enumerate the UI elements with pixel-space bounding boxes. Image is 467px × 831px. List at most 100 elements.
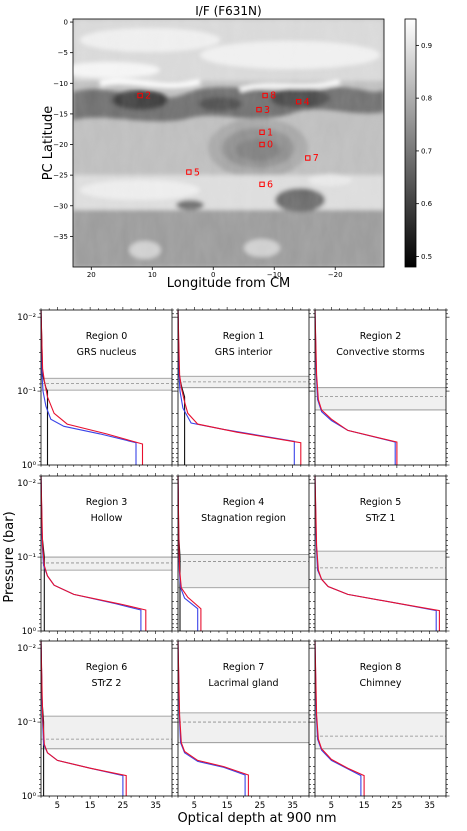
red-profile (177, 640, 249, 796)
region-marker (186, 169, 192, 175)
y-tick-label: 10⁻¹ (17, 387, 36, 397)
cloud-band (315, 551, 446, 580)
region-marker-label: 3 (264, 105, 270, 116)
image-y-label: PC Latitude (41, 106, 56, 181)
red-profile (40, 475, 147, 631)
region-marker-label: 4 (304, 97, 310, 108)
y-tick-label: 10⁰ (22, 627, 37, 637)
region-title: Region 7 (223, 662, 265, 673)
colorbar-tick-label: 0.6 (421, 200, 433, 208)
y-tick-label: 10⁻² (17, 479, 36, 489)
x-tick-label: 5 (192, 801, 197, 811)
x-tick-label: 35 (150, 801, 161, 811)
profile-panels: Region 0 GRS nucleus 10⁰ 10⁻¹ 10⁻² Region 1 GR… (17, 307, 450, 811)
y-tick-label: 10⁻¹ (17, 553, 36, 563)
image-x-tick-label: 0 (211, 271, 215, 279)
region-name: Lacrimal gland (208, 678, 278, 689)
region-marker-label: 5 (194, 167, 200, 178)
region-marker (259, 181, 265, 188)
colorbar-tick-label: 0.5 (421, 253, 432, 261)
image-title: I/F (F631N) (195, 4, 261, 18)
cloud-band (178, 554, 309, 588)
colorbar-ticks: 0.5 0.6 0.7 0.8 0.9 (416, 42, 433, 261)
image-x-tick-label: −20 (328, 271, 343, 279)
region-marker (305, 155, 311, 161)
profiles-y-label: Pressure (bar) (2, 511, 17, 602)
profile-panel: Region 6 STrZ 2 5 15 25 35 10⁰ 10⁻¹ 10⁻² (17, 638, 176, 811)
region-title: Region 3 (86, 497, 128, 508)
cloud-band (41, 378, 172, 391)
panel-background (41, 476, 172, 631)
y-tick-label: 10⁰ (22, 792, 37, 802)
image-y-ticks: 0 −5 −10 −15 −20 −25 −30 −35 (53, 19, 73, 241)
cloud-band (315, 712, 446, 749)
region-marker (259, 141, 265, 148)
y-tick-label: 10⁰ (22, 461, 37, 471)
x-tick-label: 5 (329, 801, 334, 811)
image-y-tick-label: −5 (58, 49, 68, 57)
colorbar-tick-label: 0.9 (421, 42, 432, 50)
image-y-tick-label: −25 (53, 172, 68, 180)
x-tick-label: 25 (254, 801, 265, 811)
colorbar-tick-label: 0.7 (421, 147, 432, 155)
x-tick-label: 5 (55, 801, 60, 811)
cloud-band (41, 557, 172, 571)
red-profile (177, 475, 202, 631)
x-tick-label: 35 (424, 801, 435, 811)
image-x-tick-label: 10 (148, 271, 157, 279)
image-y-tick-label: −10 (53, 80, 68, 88)
jupiter-image (73, 19, 384, 267)
region-marker-label: 6 (267, 180, 273, 191)
image-y-tick-label: 0 (64, 19, 68, 27)
image-x-tick-label: 20 (87, 271, 96, 279)
region-name: Stagnation region (201, 513, 286, 524)
region-marker (262, 92, 268, 99)
region-markers: 0 1 2 3 4 5 6 7 8 (137, 91, 319, 191)
profile-panel: Region 8 Chimney 5 15 25 35 (311, 638, 450, 811)
image-panel: I/F (F631N) (41, 4, 433, 291)
red-profile (40, 640, 127, 796)
region-name: Chimney (359, 678, 401, 689)
region-title: Region 5 (360, 497, 402, 508)
profile-panel: Region 0 GRS nucleus 10⁰ 10⁻¹ 10⁻² (17, 307, 176, 471)
x-tick-label: 15 (359, 801, 370, 811)
region-name: GRS interior (215, 347, 273, 358)
region-marker-label: 0 (267, 140, 273, 151)
image-y-tick-label: −20 (53, 141, 68, 149)
region-title: Region 6 (86, 662, 128, 673)
image-x-tick-label: −10 (267, 271, 282, 279)
image-y-tick-label: −15 (53, 110, 68, 118)
region-marker-label: 7 (313, 153, 319, 164)
region-marker (137, 92, 143, 99)
profile-panel: Region 1 GRS interior (174, 307, 313, 468)
panel-background (178, 476, 309, 631)
red-profile (40, 309, 144, 465)
x-tick-label: 35 (287, 801, 298, 811)
region-name: Hollow (91, 513, 123, 524)
image-x-ticks: 20 10 0 −10 −20 (87, 267, 343, 279)
region-marker (259, 129, 265, 135)
region-title: Region 8 (360, 662, 402, 673)
colorbar-tick-label: 0.8 (421, 95, 432, 103)
region-marker-label: 2 (145, 91, 151, 102)
x-tick-label: 15 (222, 801, 233, 811)
profile-panel: Region 2 Convective storms (311, 307, 450, 468)
region-title: Region 4 (223, 497, 265, 508)
region-title: Region 2 (360, 331, 402, 342)
region-title: Region 0 (86, 331, 128, 342)
red-profile (177, 309, 302, 465)
profile-panel: Region 3 Hollow 10⁰ 10⁻¹ 10⁻² (17, 473, 176, 637)
image-y-tick-label: −35 (53, 233, 68, 241)
region-marker (256, 106, 262, 113)
blue-profile (40, 309, 137, 465)
cloud-band (315, 387, 446, 410)
region-marker-label: 1 (267, 127, 273, 138)
x-tick-label: 25 (391, 801, 402, 811)
cloud-band (178, 712, 309, 743)
image-y-tick-label: −30 (53, 202, 68, 210)
y-tick-label: 10⁻² (17, 313, 36, 323)
red-profile (314, 309, 398, 465)
region-marker (295, 98, 302, 105)
region-name: Convective storms (336, 347, 424, 358)
